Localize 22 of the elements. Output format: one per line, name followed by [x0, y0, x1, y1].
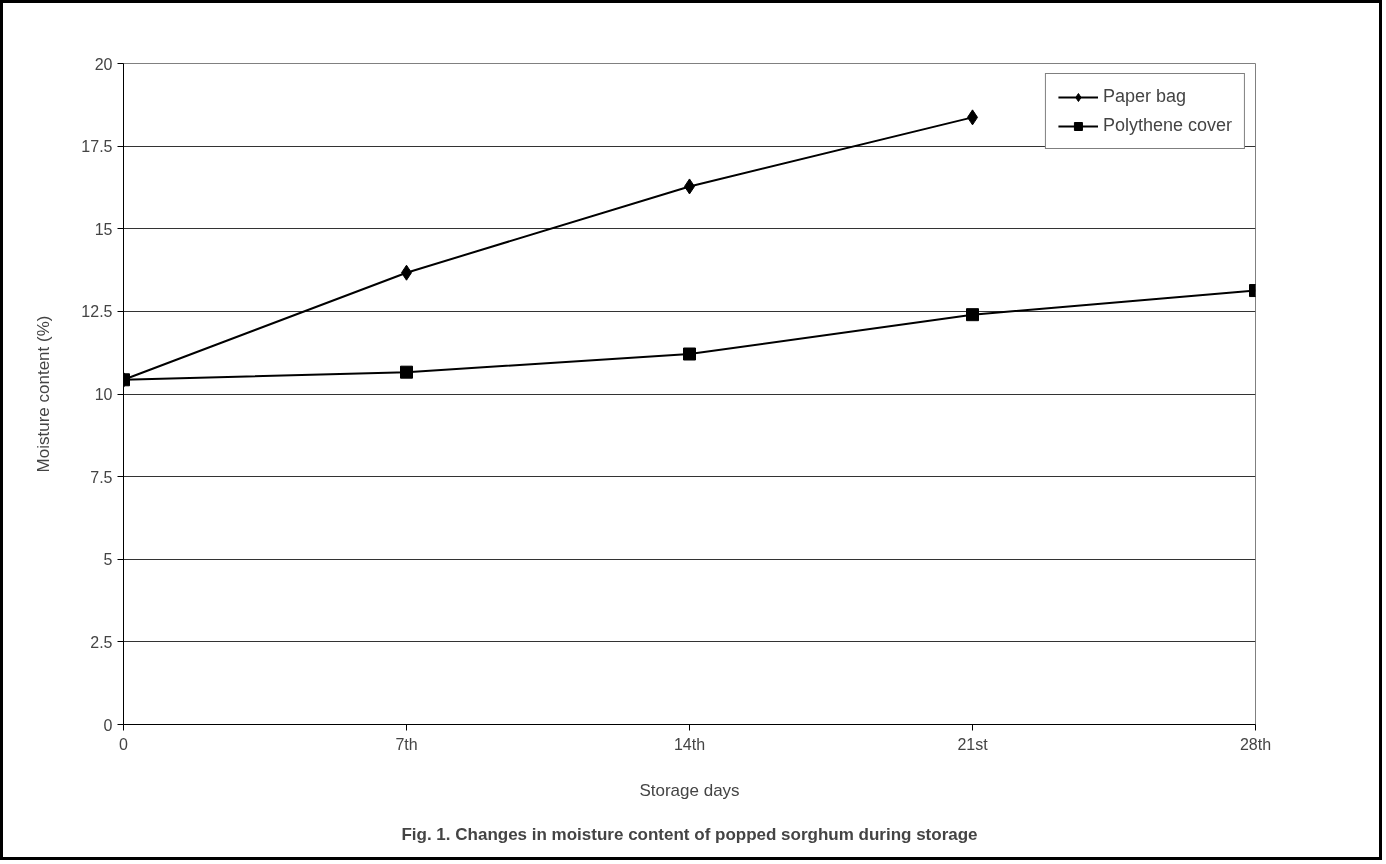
point	[683, 347, 696, 361]
y-tick-label: 0	[103, 716, 113, 734]
text: Fig. 1. Changes in moisture content of popped sorghum during storage	[401, 824, 978, 844]
y-tick-label: 5	[103, 551, 113, 569]
y-tick-label: 20	[94, 55, 113, 73]
y-axis-title: Moisture content (%)	[34, 315, 54, 473]
x-tick-label: 14th	[673, 735, 706, 753]
x-tick-label: 0	[119, 735, 129, 753]
x-tick-label: 28th	[1239, 735, 1272, 753]
x-tick-label: 21st	[957, 735, 989, 753]
legend-label: Paper bag	[1102, 86, 1186, 107]
y-tick-label: 12.5	[81, 303, 113, 321]
y-tick-label: 2.5	[90, 633, 113, 651]
x-axis-title: Storage days	[639, 780, 740, 800]
point	[966, 308, 979, 322]
point	[400, 365, 413, 379]
y-tick-label: 17.5	[81, 138, 113, 156]
y-tick-label: 10	[94, 386, 113, 403]
y-tick-label: 7.5	[90, 468, 113, 486]
y-tick-label: 15	[94, 220, 113, 238]
x-tick-label: 7th	[395, 735, 418, 753]
legend-label: Polythene cover	[1102, 115, 1232, 136]
